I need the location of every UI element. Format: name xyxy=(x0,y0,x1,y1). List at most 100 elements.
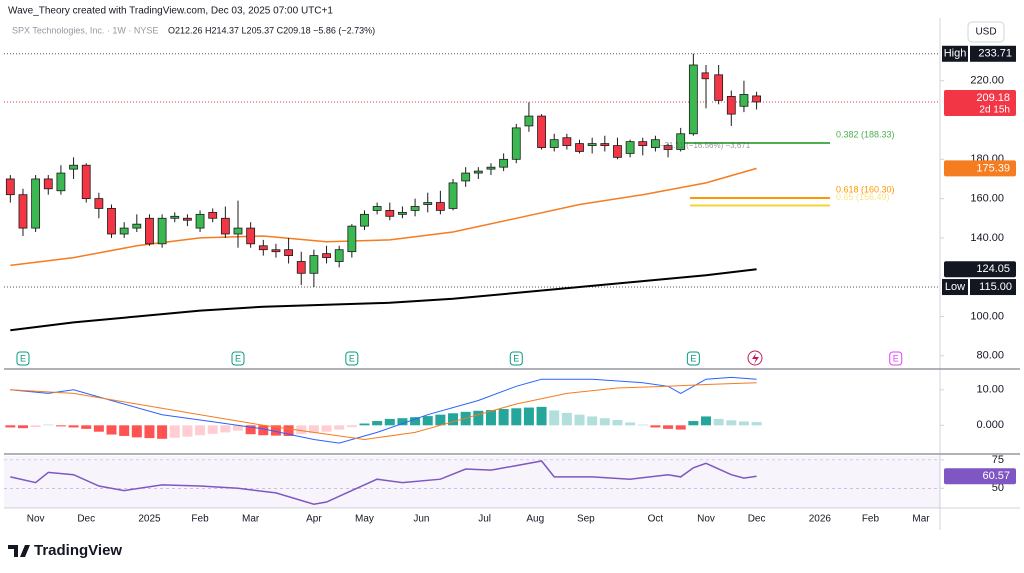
fib-label: 0.65 (156.49) xyxy=(836,192,890,202)
macd-histogram-bar xyxy=(561,412,572,426)
candle-body xyxy=(334,249,344,262)
event-label[interactable]: E xyxy=(893,353,899,363)
candle-body xyxy=(31,178,41,229)
candle-body xyxy=(423,202,433,205)
macd-histogram-bar xyxy=(372,421,383,426)
macd-histogram-bar xyxy=(726,420,737,426)
candle-body xyxy=(587,143,597,146)
macd-histogram-bar xyxy=(17,425,28,429)
candle-body xyxy=(69,164,78,170)
level-tag-box xyxy=(942,279,968,296)
dividend-icon[interactable] xyxy=(752,353,759,364)
candle-body xyxy=(739,94,749,107)
ma-label: 124.05 xyxy=(976,263,1010,275)
macd-histogram-bar xyxy=(713,418,724,426)
last-price-countdown: 2d 15h xyxy=(979,105,1010,116)
y-tick-label: 80.00 xyxy=(976,350,1004,362)
event-marker[interactable] xyxy=(509,351,523,366)
candle-body xyxy=(473,170,483,174)
event-marker[interactable] xyxy=(16,351,30,366)
level-label: 233.71 xyxy=(978,48,1012,60)
candle-body xyxy=(195,213,205,229)
indicator-line xyxy=(10,460,757,505)
x-tick-label: May xyxy=(355,514,374,525)
event-marker[interactable] xyxy=(889,351,903,366)
event-marker[interactable] xyxy=(686,351,700,366)
event-marker[interactable] xyxy=(231,351,245,366)
macd-histogram-bar xyxy=(574,414,585,426)
x-tick-label: Feb xyxy=(862,514,880,525)
macd-histogram-bar xyxy=(751,422,762,426)
candle-body xyxy=(233,227,243,235)
ma-label: 175.39 xyxy=(976,162,1010,174)
macd-histogram-bar xyxy=(182,425,193,437)
event-label[interactable]: E xyxy=(690,353,696,363)
x-tick-label: 2025 xyxy=(138,514,161,525)
candle-body xyxy=(714,74,724,101)
macd-histogram-bar xyxy=(5,425,16,428)
event-label[interactable]: E xyxy=(513,353,519,363)
candle-body xyxy=(575,143,584,152)
candle-body xyxy=(208,211,218,219)
x-tick-label: Nov xyxy=(697,514,715,525)
macd-histogram-bar xyxy=(637,424,648,426)
candle-body xyxy=(296,261,306,274)
event-label[interactable]: E xyxy=(235,353,241,363)
candle-body xyxy=(81,164,91,200)
logo-text: TradingView xyxy=(34,542,122,559)
candle-body xyxy=(183,217,192,221)
level-tag: High xyxy=(944,48,967,60)
candle-body xyxy=(157,217,167,245)
candle-body xyxy=(511,127,521,160)
ohlc-label: O212.26 H214.37 L205.37 C209.18 −5.86 (−… xyxy=(168,25,375,35)
macd-histogram-bar xyxy=(536,406,547,426)
fib-label: 0.382 (188.33) xyxy=(836,129,895,139)
last-price-box xyxy=(944,89,1016,116)
y-tick-label: 160.00 xyxy=(970,193,1004,205)
candle-body xyxy=(385,210,395,217)
macd-histogram-bar xyxy=(207,425,218,434)
macd-histogram-bar xyxy=(93,425,104,432)
currency-box[interactable] xyxy=(967,21,1005,43)
indicator-line xyxy=(10,268,757,332)
candle-body xyxy=(726,96,736,115)
candle-body xyxy=(537,115,546,148)
candle-body xyxy=(638,141,648,146)
macd-histogram-bar xyxy=(43,424,54,426)
measure-annotation: −31.11 (−16.56%) −3,671 xyxy=(660,141,751,150)
logo: TradingView xyxy=(8,542,122,559)
macd-histogram-bar xyxy=(511,408,522,426)
event-marker[interactable] xyxy=(345,351,359,366)
candle-body xyxy=(119,227,129,235)
macd-histogram-bar xyxy=(321,425,332,432)
macd-histogram-bar xyxy=(650,425,661,428)
event-label[interactable]: E xyxy=(20,353,26,363)
level-box xyxy=(970,279,1016,296)
macd-histogram-bar xyxy=(473,410,484,426)
macd-histogram-bar xyxy=(131,425,142,438)
event-label[interactable]: E xyxy=(349,353,355,363)
macd-histogram-bar xyxy=(688,421,699,426)
macd-histogram-bar xyxy=(397,418,408,426)
x-tick-label: Apr xyxy=(306,514,322,525)
x-tick-label: Dec xyxy=(748,514,766,525)
macd-histogram-bar xyxy=(485,410,496,426)
candle-body xyxy=(309,255,319,274)
candle-body xyxy=(18,194,28,229)
macd-histogram-bar xyxy=(296,425,307,435)
candle-body xyxy=(688,64,698,135)
level-label: 115.00 xyxy=(979,281,1012,293)
candle-body xyxy=(663,145,673,150)
candle-body xyxy=(524,115,534,127)
candle-body xyxy=(625,141,635,154)
candle-body xyxy=(410,206,420,211)
x-tick-label: Oct xyxy=(648,514,664,525)
macd-histogram-bar xyxy=(435,414,446,426)
candle-body xyxy=(246,227,256,245)
x-tick-label: Mar xyxy=(242,514,260,525)
macd-histogram-bar xyxy=(144,425,155,439)
candle-body xyxy=(549,139,559,148)
currency[interactable]: USD xyxy=(975,27,996,38)
macd-histogram-bar xyxy=(245,425,256,435)
